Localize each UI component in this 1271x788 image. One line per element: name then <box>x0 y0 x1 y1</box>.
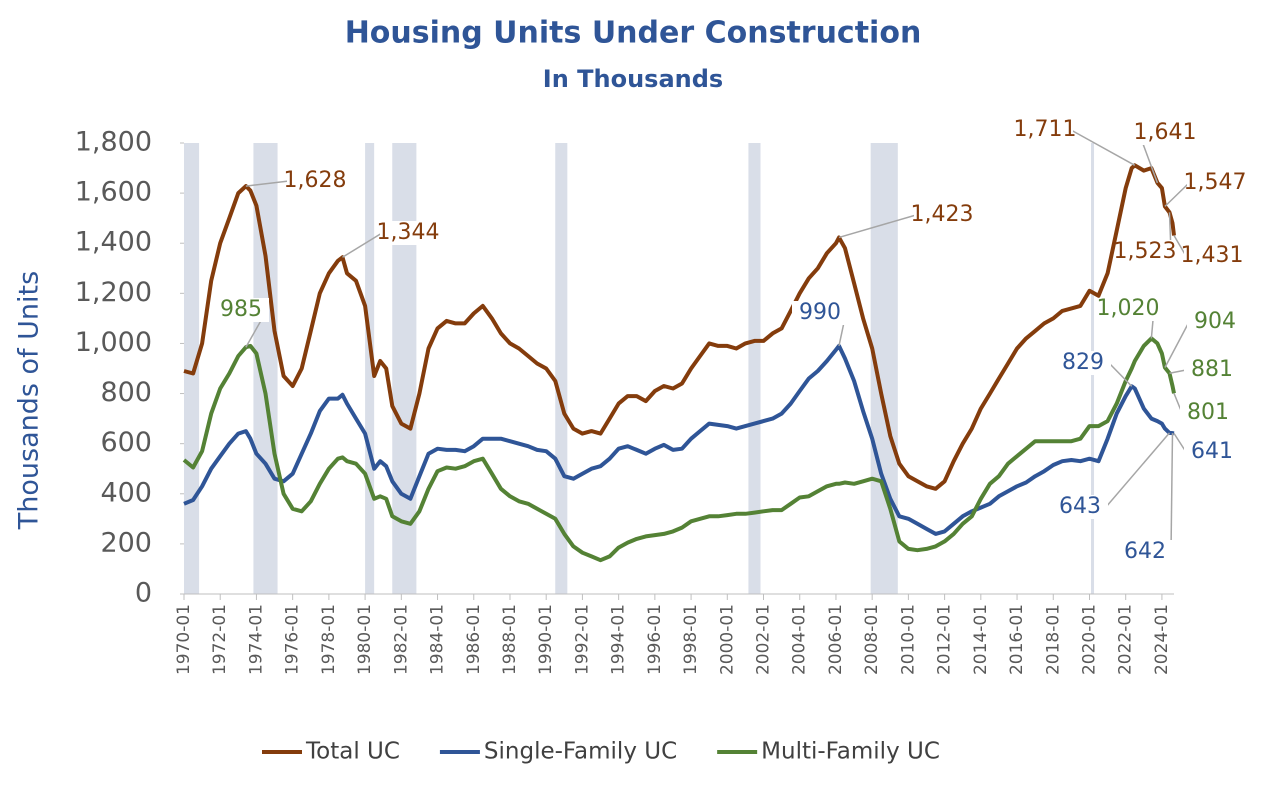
annotation-label: 1,641 <box>1134 120 1197 145</box>
legend-label: Multi-Family UC <box>761 739 940 765</box>
legend-label: Total UC <box>305 739 400 765</box>
annotation-leader <box>1164 182 1190 207</box>
annotation-label: 990 <box>799 300 841 325</box>
y-tick-label: 0 <box>135 578 152 609</box>
x-tick-label: 1998-01 <box>681 604 701 675</box>
x-tick-label: 2008-01 <box>862 604 882 675</box>
annotation-bg <box>1187 310 1243 334</box>
annotation-label: 1,020 <box>1097 296 1160 321</box>
x-tick-label: 2010-01 <box>898 604 918 675</box>
annotation-bg <box>1184 440 1240 464</box>
x-tick-label: 2002-01 <box>754 604 774 675</box>
x-tick-label: 2020-01 <box>1079 604 1099 675</box>
annotation-label: 1,523 <box>1114 239 1177 264</box>
annotation-label: 1,431 <box>1181 243 1244 268</box>
series-line <box>182 336 1176 563</box>
annotation-bg <box>1055 351 1111 375</box>
y-tick-label: 1,000 <box>75 327 152 358</box>
y-tick-label: 400 <box>100 477 152 508</box>
annotation-leader <box>1164 321 1190 368</box>
annotation-leader <box>245 180 290 187</box>
annotation-label: 643 <box>1059 494 1101 519</box>
annotation-bg <box>1137 121 1193 145</box>
y-tick-label: 1,400 <box>75 227 152 258</box>
annotation-label: 1,344 <box>377 220 440 245</box>
y-tick-label: 1,200 <box>75 277 152 308</box>
annotation-bg <box>1187 171 1243 195</box>
x-tick-label: 1970-01 <box>174 604 194 675</box>
annotation-label: 881 <box>1191 357 1233 382</box>
annotation-bg <box>1184 358 1240 382</box>
annotation-label: 829 <box>1062 350 1104 375</box>
x-tick-label: 1988-01 <box>500 604 520 675</box>
annotation-bg <box>1052 495 1108 519</box>
x-tick-label: 2016-01 <box>1007 604 1027 675</box>
recession-band <box>748 143 761 594</box>
recession-band <box>365 143 375 594</box>
annotation-label: 642 <box>1124 539 1166 564</box>
legend-label: Single-Family UC <box>484 739 677 765</box>
x-tick-label: 1990-01 <box>536 604 556 675</box>
x-tick-label: 2024-01 <box>1152 604 1172 675</box>
x-tick-label: 2000-01 <box>717 604 737 675</box>
x-tick-label: 2022-01 <box>1116 604 1136 675</box>
recession-band <box>392 143 417 594</box>
annotation-label: 641 <box>1191 439 1233 464</box>
annotation-bg <box>287 169 343 193</box>
x-tick-label: 2006-01 <box>826 604 846 675</box>
x-tick-label: 1974-01 <box>246 604 266 675</box>
annotation-label: 1,547 <box>1184 170 1247 195</box>
x-tick-label: 1994-01 <box>609 604 629 675</box>
annotation-bg <box>914 203 970 227</box>
recession-band <box>555 143 568 594</box>
annotation-bg <box>213 298 269 322</box>
annotation-label: 1,423 <box>911 202 974 227</box>
annotation-bg <box>1117 240 1173 264</box>
annotation-label: 801 <box>1187 400 1229 425</box>
annotation-leader <box>1170 433 1174 553</box>
x-tick-label: 1992-01 <box>572 604 592 675</box>
y-tick-label: 800 <box>100 377 152 408</box>
x-tick-label: 1980-01 <box>355 604 375 675</box>
y-tick-label: 600 <box>100 427 152 458</box>
y-tick-label: 1,800 <box>75 127 152 158</box>
annotation-bg <box>792 301 848 325</box>
y-axis-title: Thousands of Units <box>14 271 45 530</box>
x-tick-label: 1982-01 <box>391 604 411 675</box>
x-tick-label: 1996-01 <box>645 604 665 675</box>
x-tick-label: 1976-01 <box>283 604 303 675</box>
x-tick-label: 1978-01 <box>319 604 339 675</box>
x-tick-label: 1984-01 <box>428 604 448 675</box>
y-tick-label: 1,600 <box>75 177 152 208</box>
chart-subtitle: In Thousands <box>543 65 723 93</box>
annotation-leader <box>1105 432 1171 508</box>
annotation-bg <box>1180 401 1236 425</box>
annotation-label: 1,628 <box>284 168 347 193</box>
series-line <box>183 343 1175 536</box>
x-tick-label: 2004-01 <box>790 604 810 675</box>
annotation-leader <box>342 232 383 258</box>
x-tick-label: 1972-01 <box>210 604 230 675</box>
x-tick-label: 2012-01 <box>935 604 955 675</box>
annotation-bg <box>1100 297 1156 321</box>
chart-title: Housing Units Under Construction <box>345 16 922 51</box>
annotation-bg <box>1184 244 1240 268</box>
annotation-leader <box>1169 369 1187 374</box>
x-tick-label: 2014-01 <box>971 604 991 675</box>
annotation-label: 1,711 <box>1014 117 1077 142</box>
annotation-label: 904 <box>1194 309 1236 334</box>
annotation-leader <box>1070 129 1136 166</box>
annotation-bg <box>1017 118 1073 142</box>
x-tick-label: 1986-01 <box>464 604 484 675</box>
annotation-leader <box>838 214 917 239</box>
annotation-bg <box>1117 540 1173 564</box>
y-tick-label: 200 <box>100 527 152 558</box>
annotation-bg <box>380 221 436 245</box>
x-tick-label: 2018-01 <box>1043 604 1063 675</box>
annotation-label: 985 <box>220 297 262 322</box>
series-line <box>183 163 1176 491</box>
annotation-leader <box>1108 362 1133 387</box>
recession-band <box>184 143 200 594</box>
